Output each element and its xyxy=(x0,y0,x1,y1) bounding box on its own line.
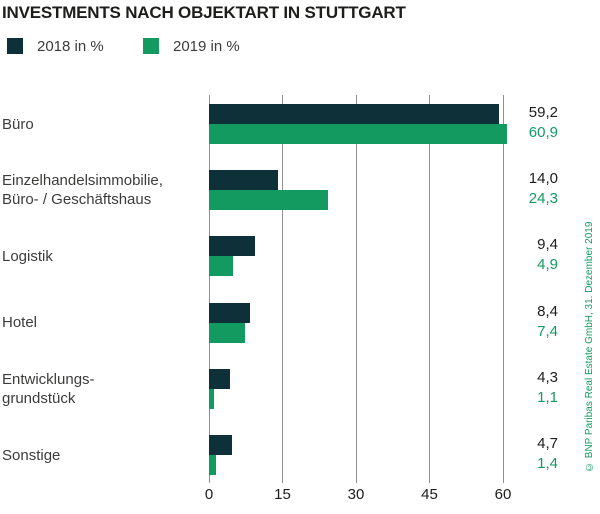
bar-2019 xyxy=(209,124,508,144)
value-label-2018: 14,0 xyxy=(528,170,558,188)
category-label: Entwicklungs- grundstück xyxy=(2,370,95,407)
value-labels: 4,7 1,4 xyxy=(510,434,558,474)
value-labels: 9,4 4,9 xyxy=(510,235,558,275)
value-label-2018: 8,4 xyxy=(537,302,558,320)
axis-tick-label: 45 xyxy=(421,486,438,503)
gridline xyxy=(282,95,283,483)
gridline xyxy=(208,95,210,483)
bar-2018 xyxy=(209,368,231,389)
bar-2019 xyxy=(209,322,246,343)
bar-2019 xyxy=(209,388,215,409)
gridline xyxy=(502,95,504,483)
axis-tick-label: 15 xyxy=(274,486,291,503)
bar-2019 xyxy=(209,190,329,211)
legend-item: 2018 in % xyxy=(7,36,104,56)
axis-tick-label: 60 xyxy=(494,486,512,503)
value-label-2018: 59,2 xyxy=(528,104,558,121)
value-labels: 59,2 60,9 xyxy=(510,103,558,143)
category-label: Hotel xyxy=(2,314,38,332)
value-label-2018: 4,3 xyxy=(537,368,558,386)
bar-2018 xyxy=(209,435,232,455)
value-label-2019: 60,9 xyxy=(528,124,558,141)
page-title: INVESTMENTS NACH OBJEKTART IN STUTTGART xyxy=(2,3,406,22)
gridline xyxy=(355,95,357,483)
axis-tick-label: 0 xyxy=(204,486,214,503)
category-label: Logistik xyxy=(2,247,53,265)
category-label: Büro xyxy=(2,115,34,133)
value-labels: 8,4 7,4 xyxy=(510,302,558,342)
legend-item: 2019 in % xyxy=(143,36,240,56)
bar-2018 xyxy=(209,104,500,124)
copyright-note: © BNP Paribas Real Estate GmbH, 31. Deze… xyxy=(584,221,595,472)
category-label: Sonstige xyxy=(2,446,61,464)
bar-2018 xyxy=(209,302,251,323)
legend: 2018 in % 2019 in % xyxy=(0,36,600,58)
value-label-2019: 7,4 xyxy=(537,322,558,340)
value-label-2018: 4,7 xyxy=(537,435,558,452)
value-labels: 4,3 1,1 xyxy=(510,368,558,408)
bar-2019 xyxy=(209,455,216,475)
value-labels: 14,0 24,3 xyxy=(510,169,558,209)
value-label-2019: 4,9 xyxy=(537,256,558,274)
axis-tick-label: 30 xyxy=(347,486,365,503)
category-label: Einzelhandelsimmobilie, Büro- / Geschäft… xyxy=(2,172,163,209)
value-label-2019: 1,1 xyxy=(537,388,558,406)
legend-label: 2018 in % xyxy=(37,37,104,55)
value-label-2019: 24,3 xyxy=(528,190,558,208)
legend-swatch xyxy=(143,38,159,54)
bar-2018 xyxy=(209,236,256,257)
bar-2018 xyxy=(209,170,278,191)
legend-swatch xyxy=(7,38,23,54)
gridline xyxy=(429,95,430,483)
bar-2019 xyxy=(209,256,233,277)
value-label-2019: 1,4 xyxy=(537,455,558,472)
legend-label: 2019 in % xyxy=(173,37,240,55)
value-label-2018: 9,4 xyxy=(537,236,558,254)
